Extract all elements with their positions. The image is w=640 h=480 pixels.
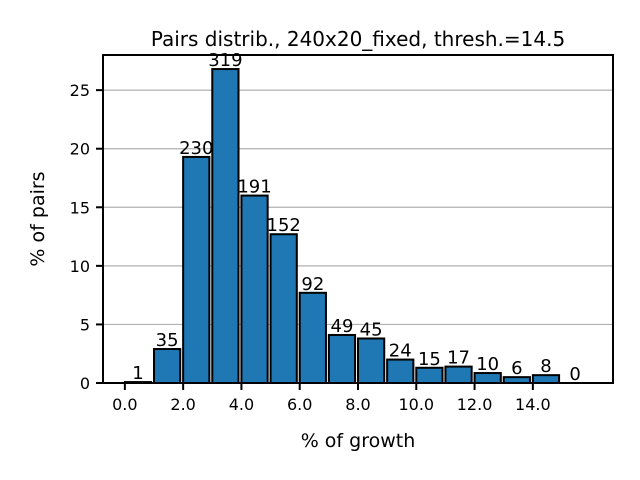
axis-ticks: 0.0 2.0 4.0 6.0 8.0 10.0 12.0 14.0 0 5 10 15 20 25 <box>70 81 551 414</box>
x-tick-label-4: 8.0 <box>345 395 370 414</box>
bar-4 <box>240 194 269 384</box>
chart-title: Pairs distrib., 240x20_fixed, thresh.=14… <box>151 27 565 51</box>
x-tick-label-1: 2.0 <box>170 395 195 414</box>
y-tick-label-3: 15 <box>70 198 90 217</box>
bar-label-7: 49 <box>331 316 354 337</box>
x-tick-label-7: 14.0 <box>515 395 551 414</box>
bar-label-8: 45 <box>360 319 383 340</box>
x-tick-label-0: 0.0 <box>112 395 137 414</box>
x-tick-label-3: 6.0 <box>287 395 312 414</box>
bar-6 <box>298 291 327 384</box>
y-tick-label-1: 5 <box>80 315 90 334</box>
bar-label-0: 1 <box>132 363 143 384</box>
bar-count-labels: 1 35 230 319 191 152 92 49 45 24 15 17 10 6 8 0 <box>132 50 581 385</box>
bar-7 <box>327 333 357 385</box>
x-tick-label-6: 12.0 <box>457 395 493 414</box>
bar-9 <box>386 358 415 385</box>
grid-lines <box>103 89 613 326</box>
bar-label-5: 152 <box>267 215 301 236</box>
bars <box>123 68 561 385</box>
bar-label-11: 17 <box>447 348 470 369</box>
plot-area-frame <box>102 54 614 384</box>
x-tick-label-2: 4.0 <box>229 395 254 414</box>
bar-label-13: 6 <box>511 358 522 379</box>
x-axis-label: % of growth <box>301 430 416 452</box>
bar-label-12: 10 <box>476 354 499 375</box>
bar-5 <box>269 233 298 384</box>
bar-label-6: 92 <box>301 274 324 295</box>
bar-label-15: 0 <box>569 364 580 385</box>
y-tick-label-5: 25 <box>70 81 90 100</box>
y-tick-label-2: 10 <box>70 257 90 276</box>
bar-label-9: 24 <box>389 341 412 362</box>
bar-label-14: 8 <box>540 356 551 377</box>
bar-label-1: 35 <box>156 330 179 351</box>
bar-label-2: 230 <box>179 138 213 159</box>
bar-10 <box>415 366 444 384</box>
y-tick-label-4: 20 <box>70 140 90 159</box>
bar-3 <box>211 68 240 385</box>
y-axis-label: % of pairs <box>27 171 49 266</box>
bar-label-3: 319 <box>208 50 242 71</box>
x-tick-label-5: 10.0 <box>398 395 434 414</box>
bar-2 <box>182 155 211 384</box>
bar-11 <box>444 365 473 385</box>
bar-label-10: 15 <box>418 349 441 370</box>
y-tick-label-0: 0 <box>80 374 90 393</box>
bar-label-4: 191 <box>237 177 271 198</box>
bar-1 <box>153 348 182 384</box>
bar-8 <box>357 337 386 385</box>
